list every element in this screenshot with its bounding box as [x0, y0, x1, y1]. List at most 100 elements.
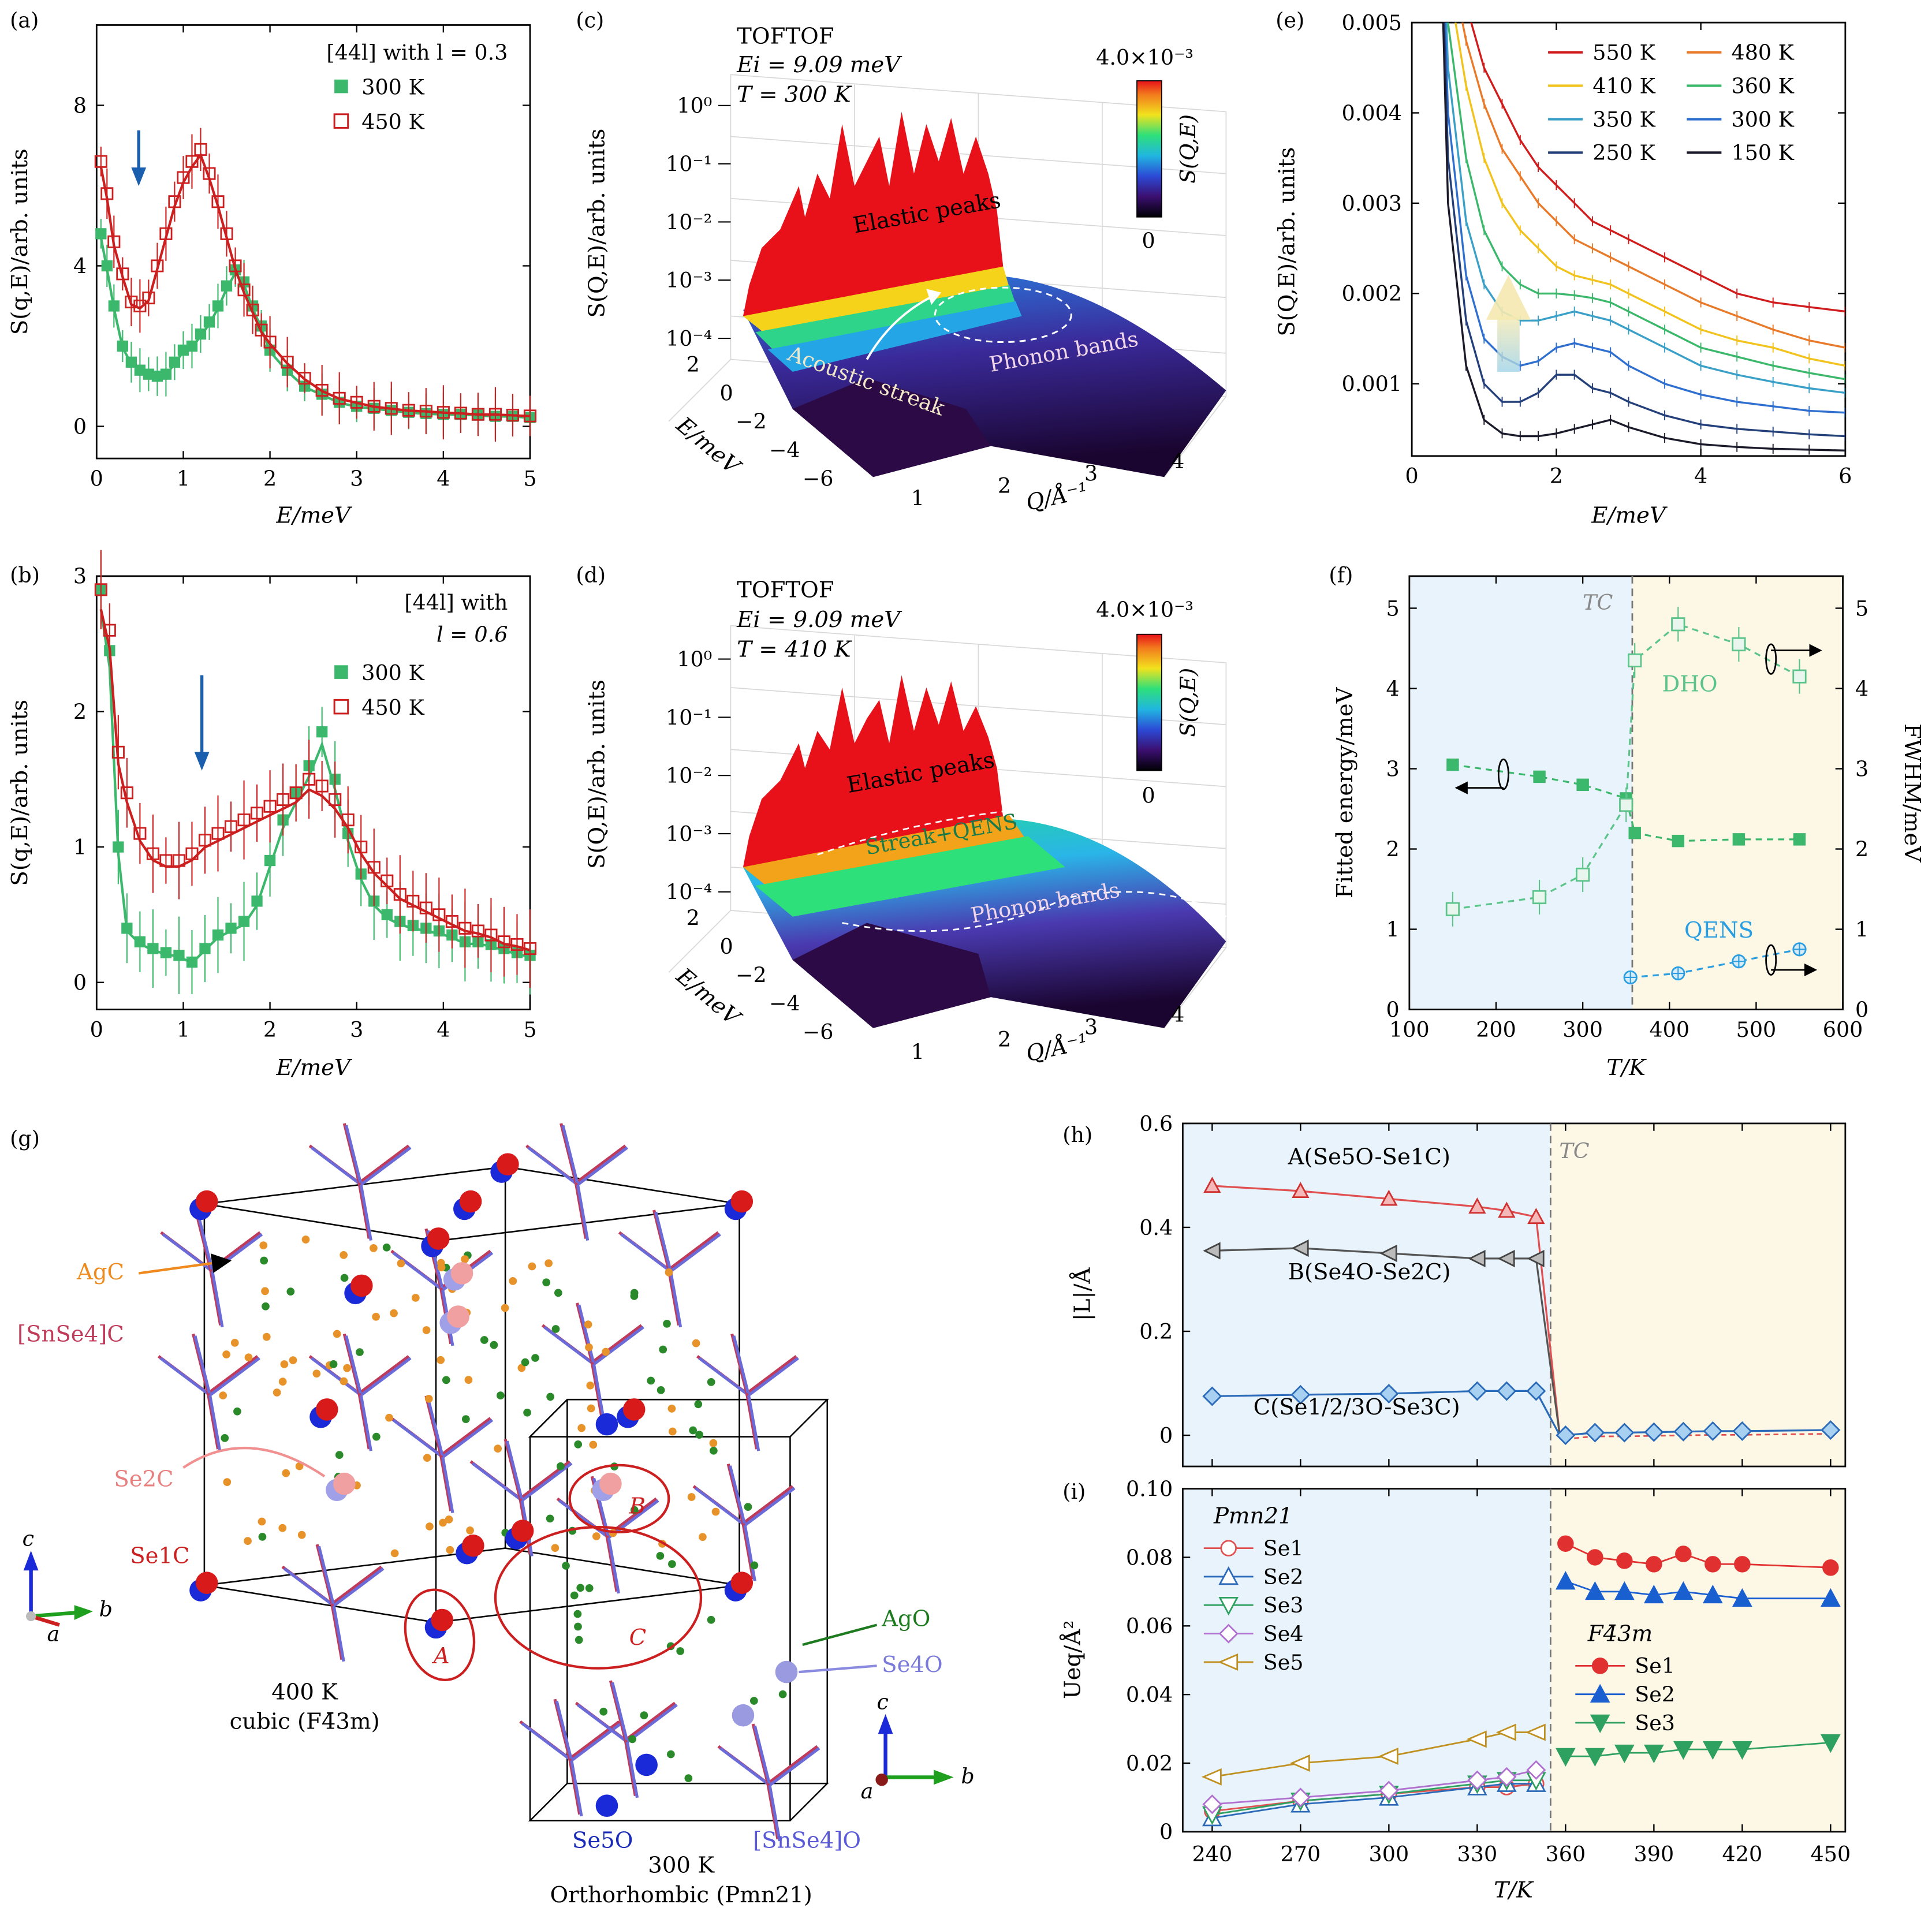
y2-tick-label: 4: [1855, 676, 1868, 701]
panel-c-streak-arrowhead-icon: [926, 289, 942, 305]
ag-atom: [523, 1408, 531, 1417]
snse4-bond: [747, 1395, 760, 1451]
y-tick-label: 0: [1159, 1423, 1173, 1448]
legend-label: Se1: [1635, 1653, 1675, 1678]
snse4-bond: [577, 1304, 595, 1365]
panel-b-frame: [95, 575, 531, 1010]
x-tick-label: 0: [90, 1017, 103, 1042]
panel-h-tc-label: TC: [1559, 1138, 1589, 1163]
panel-c-colorbar-min: 0: [1142, 228, 1155, 253]
label-ag-o: AgO: [881, 1606, 930, 1632]
ag-atom: [694, 1400, 703, 1409]
marker: [1590, 1683, 1610, 1703]
arrow-se4-o-icon: [799, 1664, 877, 1674]
panel-a-legend-450k: 450 K: [361, 110, 424, 135]
marker-circle: [1675, 1546, 1692, 1562]
panel-c-colorbar-label: S(Q,E): [1176, 114, 1200, 184]
snse4-bond: [768, 1785, 781, 1842]
data-point-450k: [385, 402, 398, 415]
z-tick-label: 10⁰: [677, 647, 712, 671]
fit-line-450k: [99, 609, 531, 951]
marker: [1614, 1744, 1635, 1764]
ag-atom: [574, 1440, 583, 1449]
ag-atom: [577, 1424, 586, 1432]
panel-e-series: [1442, 23, 1845, 456]
se-atom-red: [511, 1520, 534, 1542]
dho-point: [1628, 653, 1642, 667]
series-line-250K: [1443, 23, 1845, 438]
ortho-name: Orthorhombic (Pmn21): [550, 1882, 812, 1908]
label-se5-o: Se5O: [572, 1828, 633, 1854]
data-point-450k: [177, 171, 190, 184]
data-point-300k: [195, 328, 207, 340]
snse4-bond: [521, 1722, 573, 1762]
dho-point: [1445, 902, 1460, 916]
snse4-bond: [333, 1567, 385, 1607]
ag-atom: [385, 1413, 393, 1422]
snse4-bond: [769, 1746, 820, 1787]
ag-atom: [219, 1391, 227, 1399]
y2-tick-label: 5: [1855, 596, 1868, 621]
ag-atom: [422, 1326, 431, 1334]
panel-h-data: [1202, 1177, 1841, 1446]
marker-circle: [1705, 1556, 1721, 1573]
series-b-point: [1379, 1244, 1397, 1263]
ag-atom: [258, 1533, 267, 1541]
snse4-bond: [753, 1725, 771, 1786]
panel-b-legend-450k: 450 K: [361, 695, 424, 720]
ag-atom: [556, 1462, 565, 1470]
x-tick-label: 4: [437, 1017, 450, 1042]
panel-a-annotation: [44l] with l = 0.3: [326, 40, 508, 65]
e-tick-label: −2: [736, 409, 767, 434]
ag-atom: [233, 1407, 241, 1416]
data-point-450k: [303, 772, 316, 786]
panel-d-instrument: TOFTOF: [737, 577, 834, 603]
data-point-300k: [151, 370, 163, 382]
data-point-450k: [246, 303, 259, 316]
data-point-450k: [107, 235, 121, 248]
legend-label: Se4: [1263, 1621, 1304, 1646]
marker-circle: [1557, 1535, 1574, 1552]
x-tick-label: 2: [263, 466, 277, 491]
x-tick-label: 330: [1457, 1842, 1498, 1867]
se-atom-red: [195, 1190, 218, 1213]
panel-f-ylabel-right: FWHM/meV: [1899, 723, 1925, 863]
marker: [1218, 1653, 1239, 1671]
snse4-bond: [543, 1326, 595, 1366]
legend-label: 360 K: [1732, 73, 1795, 98]
ag-atom: [544, 1259, 553, 1267]
label-snse4-o: [SnSe4]O: [753, 1828, 861, 1854]
data-point-300k: [134, 364, 146, 376]
y-tick-label: 0.08: [1126, 1545, 1173, 1570]
panel-f-letter: (f): [1329, 563, 1353, 588]
y-tick-label: 0.4: [1139, 1215, 1173, 1240]
x-tick-label: 450: [1811, 1842, 1851, 1867]
panel-e-data: [1442, 23, 1845, 456]
z-tick-label: 10⁻¹: [666, 152, 712, 177]
z-tick-label: 10⁻⁴: [666, 880, 712, 905]
ag-atom-ortho: [576, 1584, 585, 1592]
marker: [1585, 1748, 1605, 1767]
e-tick-label: 2: [687, 352, 700, 377]
q-tick-label: 3: [1084, 1014, 1098, 1039]
marker: [1703, 1584, 1723, 1604]
x-tick-label: 300: [1369, 1842, 1409, 1867]
ag-atom: [461, 1255, 469, 1263]
ag-atom: [260, 1256, 268, 1265]
ag-atom: [356, 1348, 364, 1356]
fit-line-300k: [99, 237, 531, 419]
ag-atom: [262, 1302, 270, 1311]
ag-atom: [426, 1522, 434, 1530]
se-atom-pink: [599, 1472, 622, 1495]
snse4-bond: [574, 1182, 588, 1239]
series-line-480K: [1461, 23, 1845, 349]
ag-atom: [586, 1381, 595, 1390]
ag-atom: [531, 1354, 539, 1362]
ag-atom-ortho: [778, 1690, 787, 1699]
data-point-450k: [315, 779, 329, 793]
snse4-bond: [471, 1462, 523, 1502]
snse4-bond: [748, 1357, 799, 1397]
q-tick-label: 2: [998, 1027, 1011, 1052]
ag-atom: [602, 1347, 610, 1356]
panel-d-elastic-band: [743, 815, 1028, 892]
